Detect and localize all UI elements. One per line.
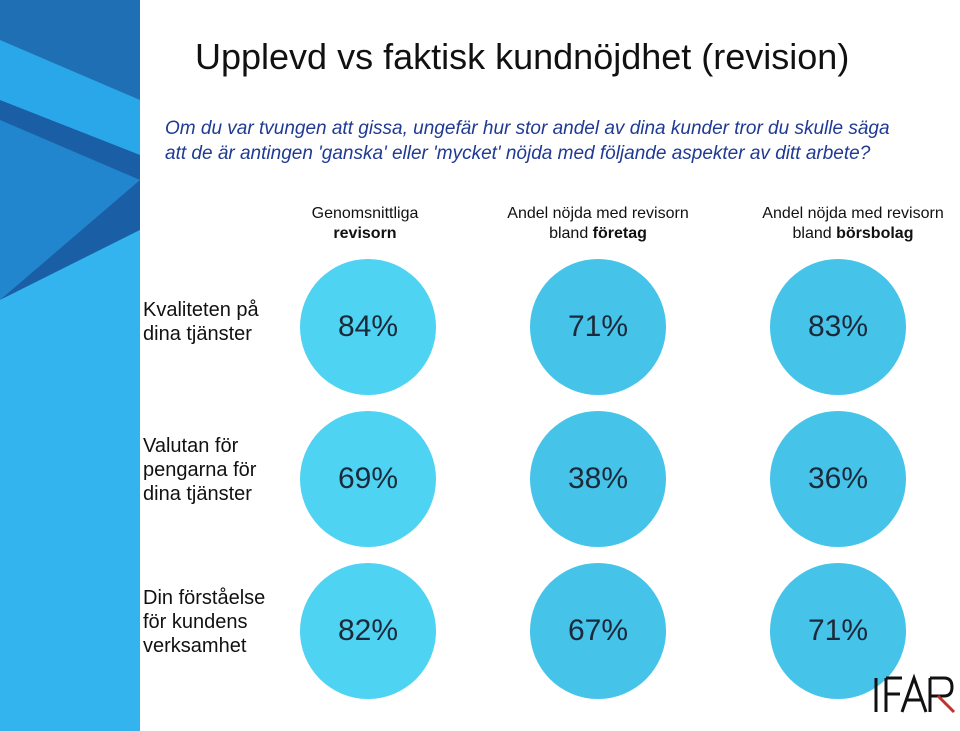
far-logo bbox=[874, 673, 956, 714]
value-label: 71% bbox=[567, 310, 629, 343]
value-bubble: 82% bbox=[300, 563, 436, 699]
value-bubble: 67% bbox=[530, 563, 666, 699]
column-header-line2: bland företag bbox=[549, 225, 647, 242]
row-label: Valutan för pengarna för dina tjänster bbox=[143, 435, 257, 505]
decorative-side-band bbox=[0, 0, 140, 731]
column-header-line2: bland börsbolag bbox=[792, 225, 914, 242]
column-header: Genomsnittliga revisorn bbox=[260, 204, 470, 244]
column-header: Andel nöjda med revisorn bland företag bbox=[478, 204, 718, 244]
question-text: Om du var tvungen att gissa, ungefär hur… bbox=[165, 118, 890, 164]
column-header: Andel nöjda med revisorn bland börsbolag bbox=[738, 204, 960, 244]
value-bubble: 69% bbox=[300, 411, 436, 547]
value-label: 36% bbox=[807, 462, 869, 495]
column-header-line1: Genomsnittliga bbox=[311, 205, 419, 222]
value-bubble: 38% bbox=[530, 411, 666, 547]
value-label: 38% bbox=[567, 462, 629, 495]
slide-title: Upplevd vs faktisk kundnöjdhet (revision… bbox=[195, 36, 850, 77]
row-label: Kvaliteten på dina tjänster bbox=[143, 299, 259, 345]
column-header-line2: revisorn bbox=[333, 225, 397, 242]
value-bubble: 71% bbox=[530, 259, 666, 395]
value-bubble: 83% bbox=[770, 259, 906, 395]
column-header-line1: Andel nöjda med revisorn bbox=[507, 205, 689, 222]
value-label: 67% bbox=[567, 614, 629, 647]
value-label: 82% bbox=[337, 614, 399, 647]
value-bubble: 71% bbox=[770, 563, 906, 699]
value-bubble: 84% bbox=[300, 259, 436, 395]
value-label: 71% bbox=[807, 614, 869, 647]
value-label: 84% bbox=[337, 310, 399, 343]
value-label: 69% bbox=[337, 462, 399, 495]
value-label: 83% bbox=[807, 310, 869, 343]
value-bubble: 36% bbox=[770, 411, 906, 547]
column-header-line1: Andel nöjda med revisorn bbox=[762, 205, 944, 222]
row-label: Din förståelse för kundens verksamhet bbox=[143, 587, 266, 657]
